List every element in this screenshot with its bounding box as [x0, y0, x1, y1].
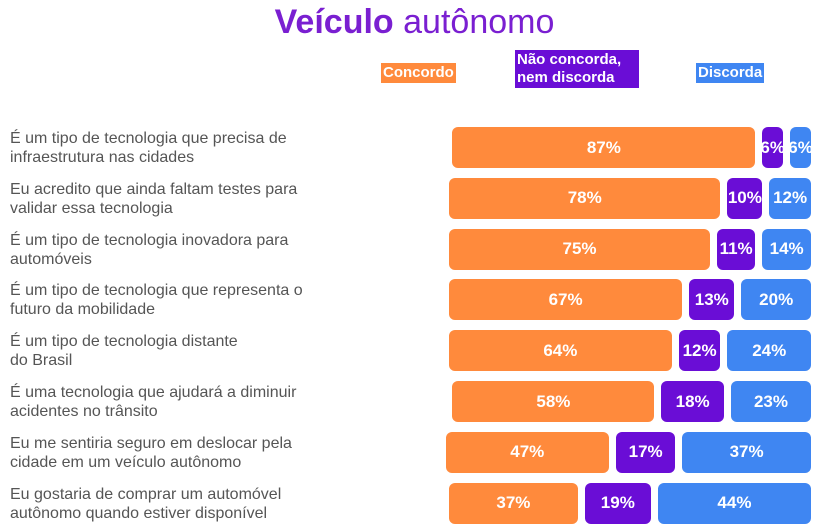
bar-value-label: 14%	[769, 239, 804, 259]
row-label-line: acidentes no trânsito	[10, 403, 158, 420]
bar-value-label: 37%	[496, 493, 531, 513]
bar-neutro: 18%	[661, 381, 724, 422]
row-label: É um tipo de tecnologia inovadora para au…	[10, 231, 355, 269]
bar-discorda: 12%	[769, 177, 811, 219]
row-label: É um tipo de tecnologia que representa o…	[10, 281, 355, 319]
row-label: Eu me sentiria seguro em deslocar pela ci…	[10, 434, 355, 472]
bar-concordo: 67%	[449, 279, 683, 321]
row-label-line: futuro da mobilidade	[10, 301, 155, 319]
bar-discorda: 6%	[788, 127, 813, 168]
bar-value-label: 58%	[536, 391, 571, 411]
row-label: É uma tecnologia que ajudará a diminuir a…	[10, 383, 355, 421]
bar-discorda: 20%	[741, 279, 811, 321]
bar-value-label: 11%	[719, 239, 753, 259]
bar-neutro: 19%	[584, 482, 651, 524]
bar-neutro: 11%	[717, 228, 756, 270]
bar-concordo: 47%	[445, 431, 610, 473]
row-label-line: Eu gostaria de comprar um automóvel	[10, 485, 282, 503]
row-label-line: validar essa tecnologia	[10, 199, 173, 217]
bar-concordo: 37%	[449, 482, 578, 524]
legend-concordo: Concordo	[381, 63, 456, 83]
row-label-line: cidade em um veículo autônomo	[10, 453, 242, 471]
bar-value-label: 64%	[543, 340, 578, 360]
row-label-line: do Brasil	[10, 352, 73, 370]
row-label: É um tipo de tecnologia que precisa de in…	[10, 129, 355, 167]
legend-neutro: Não concorda, nem discorda	[515, 50, 639, 88]
row-label-line: É um tipo de tecnologia distante	[10, 333, 238, 351]
row-label-line: automóveis	[10, 250, 92, 268]
bar-discorda: 24%	[727, 330, 811, 372]
row-label-line: infraestrutura nas cidades	[10, 149, 195, 166]
row-label-line: É uma tecnologia que ajudará a diminuir	[10, 384, 297, 401]
row-label-line: É um tipo de tecnologia inovadora para	[10, 231, 289, 249]
bar-value-label: 67%	[548, 289, 583, 309]
bar-value-label: 10%	[727, 188, 762, 208]
bar-discorda: 37%	[682, 431, 811, 473]
bar-concordo: 78%	[449, 177, 721, 219]
row-label-line: autônomo quando estiver disponível	[10, 504, 268, 522]
bar-neutro: 17%	[616, 431, 676, 473]
bar-neutro: 10%	[727, 177, 763, 219]
title-rest: autônomo	[403, 3, 555, 41]
bar-value-label: 13%	[694, 289, 729, 309]
bar-value-label: 23%	[753, 391, 788, 411]
bar-value-label: 6%	[788, 137, 813, 157]
chart-title: Veículo autônomo	[0, 2, 829, 42]
bar-value-label: 12%	[682, 340, 717, 360]
bar-concordo: 58%	[452, 381, 655, 422]
legend-neutro-label: Não concorda, nem discorda	[517, 51, 622, 86]
row-label-line: É um tipo de tecnologia que representa o	[10, 282, 303, 300]
bar-value-label: 20%	[759, 289, 794, 309]
bar-value-label: 18%	[675, 391, 710, 411]
bar-value-label: 75%	[562, 239, 597, 259]
bar-value-label: 17%	[628, 442, 663, 462]
legend-discorda: Discorda	[696, 63, 765, 83]
bar-concordo: 75%	[449, 228, 710, 270]
bar-discorda: 44%	[657, 482, 811, 524]
bar-discorda: 14%	[762, 228, 811, 270]
bar-concordo: 64%	[449, 330, 672, 372]
row-label-line: É um tipo de tecnologia que precisa de	[10, 130, 287, 147]
bar-concordo: 87%	[452, 127, 756, 168]
bar-value-label: 6%	[760, 137, 785, 157]
bar-value-label: 19%	[600, 493, 635, 513]
bar-neutro: 13%	[689, 279, 735, 321]
bar-value-label: 78%	[567, 188, 602, 208]
bar-value-label: 87%	[586, 137, 621, 157]
bar-value-label: 24%	[752, 340, 787, 360]
bar-value-label: 12%	[773, 188, 808, 208]
bar-value-label: 37%	[729, 442, 764, 462]
bar-neutro: 6%	[760, 127, 785, 168]
row-label: É um tipo de tecnologia distante do Brasi…	[10, 332, 355, 370]
row-label: Eu gostaria de comprar um automóvel autôn…	[10, 485, 355, 523]
bar-value-label: 44%	[717, 493, 752, 513]
bar-value-label: 47%	[510, 442, 545, 462]
title-bold: Veículo	[274, 3, 394, 41]
row-label: Eu acredito que ainda faltam testes para…	[10, 180, 355, 218]
bar-neutro: 12%	[678, 330, 721, 372]
row-label-line: Eu me sentiria seguro em deslocar pela	[10, 434, 292, 452]
bar-discorda: 23%	[730, 381, 811, 422]
row-label-line: Eu acredito que ainda faltam testes para	[10, 180, 298, 198]
